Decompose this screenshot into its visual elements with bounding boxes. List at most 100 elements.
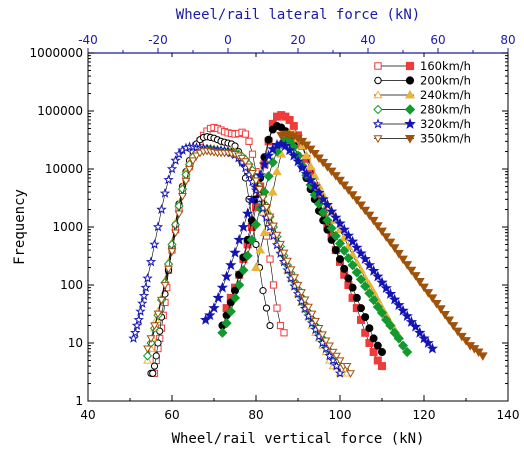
data-point-closed bbox=[334, 217, 346, 229]
data-point-closed bbox=[229, 292, 241, 303]
data-point-closed bbox=[242, 250, 253, 261]
data-point-closed bbox=[262, 149, 275, 161]
data-point-closed bbox=[251, 262, 261, 272]
data-point-closed bbox=[325, 205, 338, 217]
data-point-closed bbox=[376, 307, 388, 319]
data-point-open bbox=[178, 193, 187, 201]
data-point-closed bbox=[292, 155, 304, 167]
data-point-closed bbox=[372, 301, 383, 312]
y-tick-label: 1 bbox=[75, 394, 83, 408]
data-point-open bbox=[273, 304, 281, 312]
legend: 160km/h200km/h240km/h280km/h320km/h350km… bbox=[366, 57, 502, 150]
x2-tick-label: 40 bbox=[360, 33, 375, 47]
data-point-closed bbox=[351, 267, 362, 278]
data-point-closed bbox=[264, 135, 273, 144]
data-point-closed bbox=[318, 158, 329, 168]
x2-tick-label: 0 bbox=[224, 33, 232, 47]
data-point-closed bbox=[330, 172, 341, 181]
data-point-closed bbox=[339, 181, 350, 191]
data-point-open bbox=[286, 266, 296, 275]
data-point-closed bbox=[377, 227, 387, 237]
legend-label: 350km/h bbox=[420, 132, 471, 146]
data-point-open bbox=[325, 342, 334, 351]
data-point-open bbox=[143, 345, 152, 354]
data-point-closed bbox=[356, 201, 366, 210]
data-point-closed bbox=[255, 245, 266, 254]
x-tick-label: 60 bbox=[164, 408, 179, 422]
data-point-closed bbox=[208, 302, 220, 313]
legend-marker-open bbox=[373, 135, 383, 144]
top-axis-title: Wheel/rail lateral force (kN) bbox=[176, 7, 420, 23]
x-tick-label: 40 bbox=[80, 408, 95, 422]
data-point-closed bbox=[431, 300, 442, 309]
legend-label: 240km/h bbox=[420, 88, 471, 102]
data-point-open bbox=[241, 158, 250, 167]
data-point-open bbox=[335, 357, 345, 366]
data-point-open bbox=[153, 310, 163, 319]
data-point-open bbox=[140, 282, 151, 293]
data-point-closed bbox=[365, 339, 374, 347]
data-point-closed bbox=[368, 216, 379, 226]
data-point-open bbox=[259, 287, 267, 295]
data-point-closed bbox=[381, 233, 392, 242]
data-point-closed bbox=[237, 221, 250, 232]
data-point-closed bbox=[304, 174, 317, 186]
y-tick-label: 1000 bbox=[52, 220, 83, 234]
data-point-closed bbox=[409, 320, 422, 332]
data-point-closed bbox=[364, 288, 375, 299]
data-point-open bbox=[252, 240, 260, 249]
data-point-open bbox=[279, 249, 289, 258]
data-point-open bbox=[276, 240, 285, 249]
data-point-closed bbox=[279, 139, 292, 151]
legend-marker-closed bbox=[405, 76, 415, 85]
data-point-closed bbox=[335, 176, 345, 186]
data-point-open bbox=[331, 360, 342, 371]
data-point-closed bbox=[314, 154, 324, 163]
data-point-open bbox=[269, 222, 278, 231]
data-point-closed bbox=[402, 261, 413, 270]
data-point-closed bbox=[267, 157, 278, 168]
data-point-open bbox=[265, 213, 275, 222]
x-tick-label: 120 bbox=[413, 408, 436, 422]
y-tick-label: 10 bbox=[68, 336, 83, 350]
legend-marker-open bbox=[373, 104, 383, 115]
data-point-closed bbox=[372, 222, 383, 231]
data-point-closed bbox=[393, 333, 404, 344]
data-point-open bbox=[188, 157, 198, 166]
data-point-closed bbox=[380, 282, 392, 294]
data-point-open bbox=[297, 289, 306, 297]
data-point-closed bbox=[360, 281, 371, 292]
data-point-closed bbox=[367, 264, 380, 276]
data-point-closed bbox=[372, 270, 384, 282]
data-point-open bbox=[276, 321, 285, 330]
data-point-closed bbox=[376, 276, 388, 288]
data-point-closed bbox=[351, 241, 363, 253]
legend-marker-open bbox=[373, 90, 383, 99]
data-point-open bbox=[262, 304, 271, 312]
data-point-closed bbox=[309, 150, 320, 159]
data-point-closed bbox=[378, 362, 386, 371]
data-point-closed bbox=[368, 294, 379, 306]
data-point-open bbox=[152, 221, 164, 232]
data-point-closed bbox=[288, 149, 300, 161]
data-point-closed bbox=[343, 241, 354, 251]
data-point-closed bbox=[346, 235, 359, 247]
data-point-open bbox=[300, 296, 310, 305]
data-point-closed bbox=[301, 141, 312, 150]
legend-label: 320km/h bbox=[420, 117, 471, 131]
data-point-closed bbox=[343, 186, 354, 195]
data-point-open bbox=[258, 194, 268, 203]
data-point-closed bbox=[225, 306, 236, 317]
y-tick-label: 100 bbox=[60, 278, 83, 292]
data-point-open bbox=[157, 296, 166, 305]
data-point-closed bbox=[373, 341, 382, 350]
data-point-open bbox=[163, 174, 174, 185]
data-point-closed bbox=[461, 337, 471, 346]
data-point-closed bbox=[369, 347, 378, 356]
data-point-closed bbox=[347, 260, 358, 271]
x2-tick-label: 20 bbox=[290, 33, 305, 47]
data-point-closed bbox=[410, 272, 421, 281]
data-point-open bbox=[159, 187, 171, 198]
data-point-closed bbox=[427, 294, 438, 303]
data-point-closed bbox=[241, 207, 254, 219]
